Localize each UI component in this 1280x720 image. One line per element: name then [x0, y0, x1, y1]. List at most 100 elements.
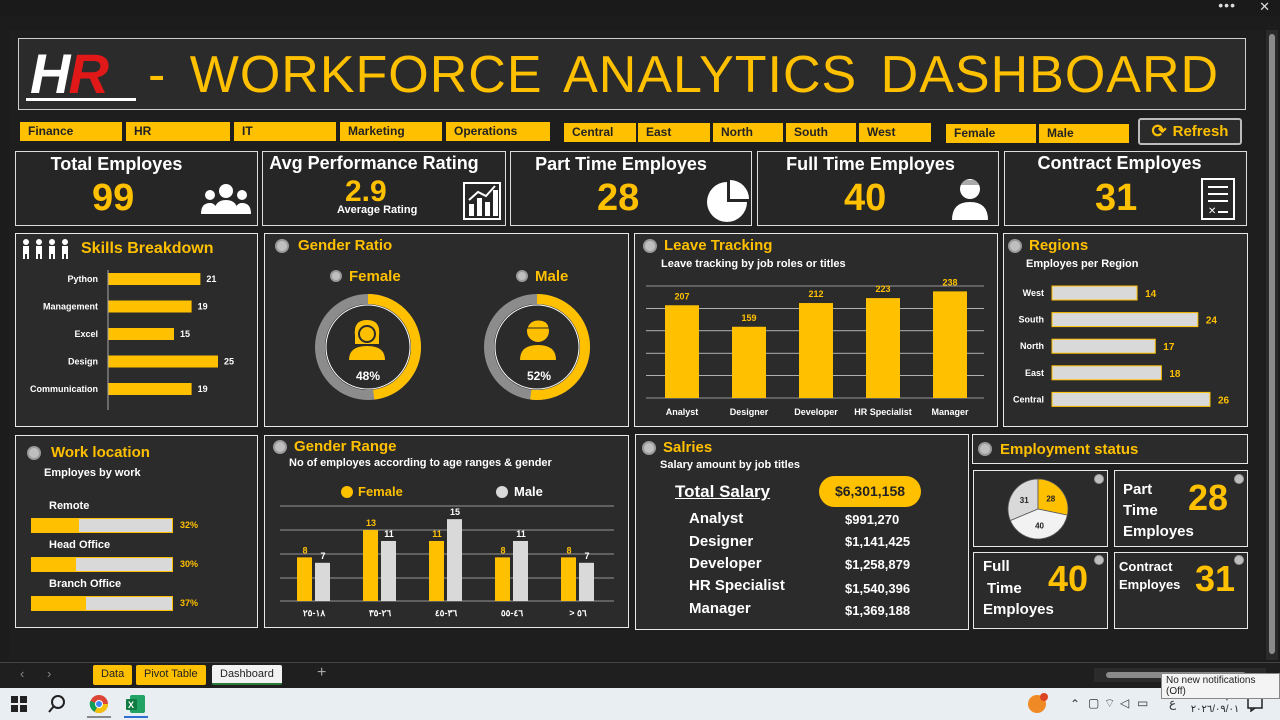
range-male-bar: [513, 540, 528, 601]
slicer-male[interactable]: Male: [1039, 124, 1129, 143]
region-label: South: [1019, 315, 1045, 325]
range-male-value: 11: [384, 529, 394, 539]
prev-sheet-icon[interactable]: ‹: [20, 666, 25, 681]
work-location-title: Work location: [51, 444, 150, 461]
work-location-fill: [32, 519, 79, 532]
slicer-operations[interactable]: Operations: [446, 122, 550, 141]
tab-data[interactable]: Data: [93, 665, 133, 685]
skill-value: 15: [180, 329, 190, 339]
language-indicator[interactable]: ع: [1169, 696, 1177, 710]
slicer-central[interactable]: Central: [564, 123, 636, 142]
tray-wifi-icon[interactable]: ⌔: [1104, 696, 1116, 710]
leave-value: 159: [741, 313, 756, 323]
regions-radio[interactable]: [1008, 239, 1022, 253]
skill-label: Management: [43, 302, 98, 312]
slicer-hr[interactable]: HR: [126, 122, 230, 141]
tray-camera-icon[interactable]: ▢: [1088, 696, 1100, 710]
hr-logo-r: R: [68, 42, 108, 105]
leave-category: Analyst: [666, 407, 699, 417]
gender-ratio-radio[interactable]: [275, 239, 289, 253]
status-full-card: [973, 552, 1108, 629]
female-radio[interactable]: [330, 270, 342, 282]
female-label: Female: [349, 268, 401, 285]
show-hidden-icons[interactable]: ⌃: [1070, 697, 1081, 711]
status-part-radio[interactable]: [1234, 474, 1244, 484]
search-icon[interactable]: [48, 695, 66, 713]
male-pct: 52%: [527, 369, 552, 383]
tray-volume-icon[interactable]: ◁: [1120, 696, 1130, 710]
regions-title: Regions: [1029, 237, 1089, 254]
kpi-part-value: 28: [597, 177, 640, 219]
refresh-button[interactable]: ⟳ Refresh: [1138, 118, 1242, 145]
region-value: 18: [1169, 369, 1181, 380]
slicer-marketing[interactable]: Marketing: [340, 122, 442, 141]
skill-value: 21: [206, 274, 216, 284]
range-female-bar: [363, 530, 378, 601]
close-icon[interactable]: ✕: [1259, 0, 1270, 14]
status-contract-value: 31: [1195, 558, 1236, 599]
male-donut: [484, 294, 590, 400]
gender-range-male-legend: Male: [514, 484, 543, 499]
gender-range-subtitle: No of employes according to age ranges &…: [289, 457, 552, 469]
leave-value: 207: [674, 291, 689, 301]
male-label: Male: [535, 268, 569, 285]
employment-status-radio[interactable]: [978, 442, 992, 456]
tab-dashboard[interactable]: Dashboard: [212, 665, 282, 685]
work-location-track: [31, 596, 173, 611]
total-salary-value: $6,301,158: [819, 476, 921, 507]
regions-bar-chart: West 14 South 24 North 17 East 18 Central 26: [1013, 285, 1230, 407]
leave-subtitle: Leave tracking by job roles or titles: [661, 258, 846, 270]
male-legend-dot: [496, 486, 508, 498]
status-contract-radio[interactable]: [1234, 555, 1244, 565]
range-female-value: 8: [500, 545, 505, 555]
status-full-radio[interactable]: [1094, 555, 1104, 565]
kpi-perf-value: 2.9: [345, 175, 387, 208]
status-part-value: 28: [1188, 477, 1229, 518]
range-female-bar: [297, 557, 312, 601]
leave-value: 223: [875, 284, 890, 294]
slicer-it[interactable]: IT: [234, 122, 336, 141]
excel-icon[interactable]: X: [126, 694, 146, 714]
work-location-subtitle: Employes by work: [44, 467, 141, 479]
vertical-scrollbar[interactable]: [1266, 30, 1278, 660]
salaries-radio[interactable]: [642, 441, 656, 455]
more-options-icon[interactable]: •••: [1218, 0, 1236, 13]
region-label: East: [1025, 368, 1044, 378]
slicer-west[interactable]: West: [859, 123, 931, 142]
slicer-east[interactable]: East: [638, 123, 710, 142]
skill-label: Design: [68, 357, 98, 367]
windows-start-icon[interactable]: [11, 696, 27, 712]
salaries-subtitle: Salary amount by job titles: [660, 459, 800, 471]
slicer-north[interactable]: North: [713, 123, 783, 142]
work-location-pct: 30%: [180, 559, 199, 569]
skills-bar-chart: Python 21 Management 19 Excel 15 Design 25 Commu…: [30, 270, 234, 410]
skill-label: Excel: [74, 329, 98, 339]
region-label: North: [1020, 341, 1044, 351]
refresh-icon: ⟳: [1151, 121, 1167, 141]
gender-range-bar-chart: 8 7 ١٨-٢٥ 13 11 ٢٦-٣٥ 11 15 ٣٦-٤٥ 8 11 ٤٦-٥٥ 8 7 > ٥٦: [280, 505, 614, 618]
add-sheet-button[interactable]: +: [317, 664, 327, 681]
chrome-icon[interactable]: [89, 694, 109, 714]
leave-bar: [732, 326, 766, 398]
scrollbar-thumb[interactable]: [1269, 34, 1275, 654]
slicer-south[interactable]: South: [786, 123, 856, 142]
status-pie-radio[interactable]: [1094, 474, 1104, 484]
kpi-part-label: Part Time Employes: [535, 154, 707, 174]
region-value: 14: [1145, 289, 1157, 300]
range-category: ١٨-٢٥: [303, 608, 326, 618]
gender-ratio-title: Gender Ratio: [298, 237, 393, 254]
male-donut-inner-ring: [494, 304, 580, 390]
next-sheet-icon[interactable]: ›: [47, 666, 52, 681]
tab-pivot-table[interactable]: Pivot Table: [136, 665, 206, 685]
status-part-label-3: Employes: [1123, 523, 1194, 540]
slicer-finance[interactable]: Finance: [20, 122, 122, 141]
gender-range-radio[interactable]: [273, 440, 287, 454]
female-donut: [315, 294, 421, 400]
male-radio[interactable]: [516, 270, 528, 282]
leave-radio[interactable]: [643, 239, 657, 253]
clock-date[interactable]: ٢٠٢٦/٠٩/٠١: [1190, 704, 1240, 715]
region-bar: [1051, 391, 1211, 407]
tray-battery-icon[interactable]: ▭: [1137, 696, 1149, 710]
work-location-radio[interactable]: [27, 446, 41, 460]
slicer-female[interactable]: Female: [946, 124, 1036, 143]
